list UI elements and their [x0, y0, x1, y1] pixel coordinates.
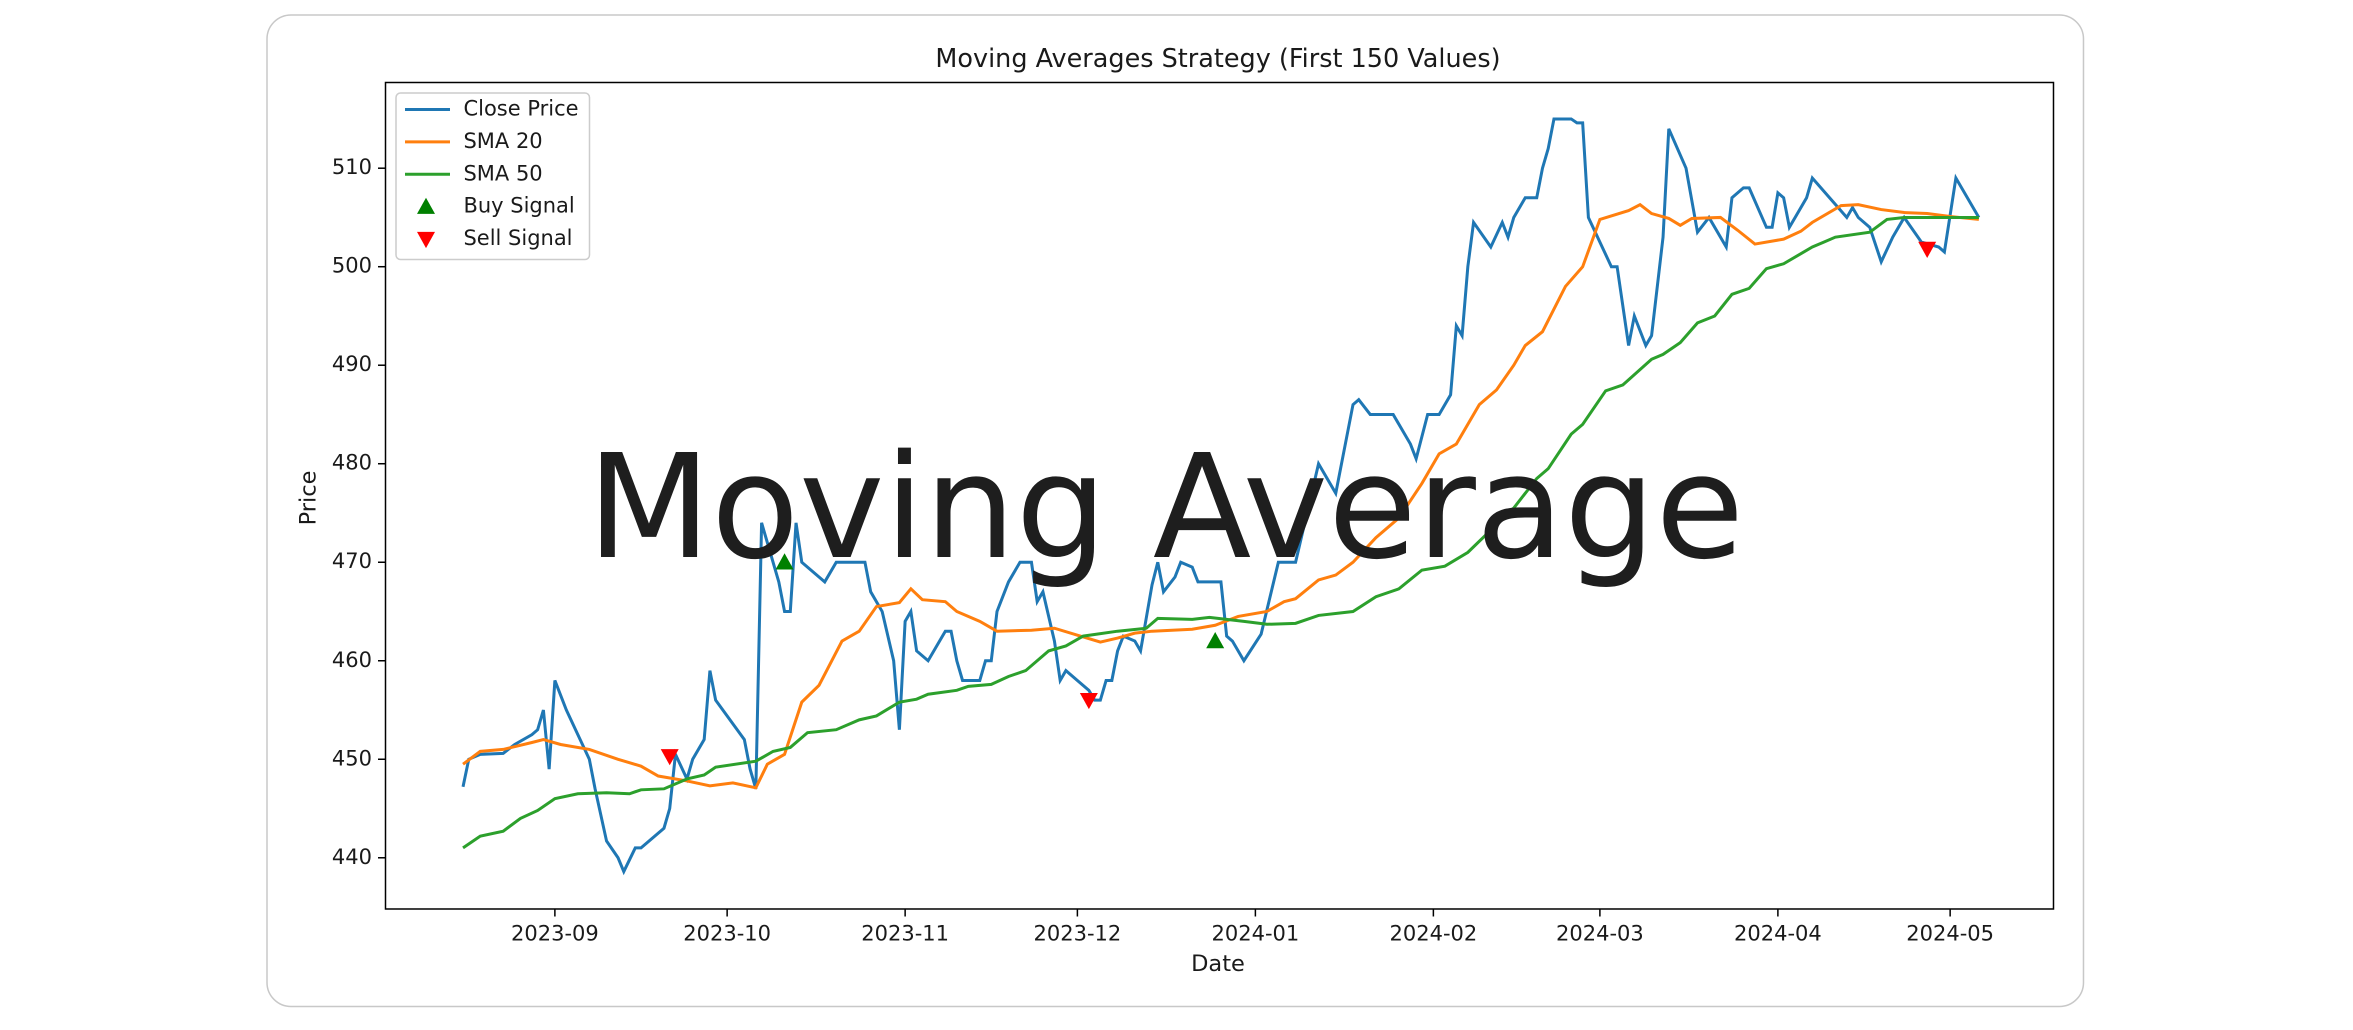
y-tick-label: 460: [332, 648, 372, 672]
y-tick-label: 490: [332, 352, 372, 376]
y-tick-label: 510: [332, 155, 372, 179]
x-tick-label: 2024-01: [1212, 921, 1300, 945]
signal-marker: [1079, 692, 1098, 710]
x-tick-label: 2023-11: [861, 921, 949, 945]
legend-label: Sell Signal: [464, 226, 573, 250]
x-tick-label: 2024-04: [1734, 921, 1822, 945]
x-tick-label: 2023-09: [511, 921, 599, 945]
y-tick-label: 440: [332, 845, 372, 869]
legend-box: [395, 92, 591, 261]
y-tick-label: 500: [332, 254, 372, 278]
y-tick-label: 450: [332, 746, 372, 770]
plot-area: [461, 117, 1981, 876]
y-axis-label: Price: [296, 471, 322, 526]
legend-label: SMA 20: [464, 129, 543, 153]
legend-swatch: [417, 231, 436, 249]
axes-frame: [384, 81, 2055, 910]
series-line: [462, 202, 1980, 790]
series-line: [461, 117, 1981, 876]
x-axis-label: Date: [1191, 951, 1245, 977]
signal-marker: [1206, 632, 1225, 649]
legend: Close Price SMA 20 SMA 50 Buy Signal Sell Si…: [395, 92, 591, 261]
series-line: [462, 215, 1979, 850]
signal-marker: [1918, 241, 1937, 258]
legend-label: Buy Signal: [464, 194, 575, 218]
chart-title: Moving Averages Strategy (First 150 Valu…: [935, 44, 1500, 74]
y-tick-label: 480: [332, 451, 372, 475]
signal-marker: [775, 553, 794, 570]
card: [266, 14, 2085, 1008]
legend-label: SMA 50: [464, 161, 543, 185]
watermark: Moving Average: [587, 423, 1744, 591]
legend-swatch: [417, 197, 436, 214]
x-tick-label: 2023-10: [683, 921, 771, 945]
x-tick-label: 2024-03: [1556, 921, 1644, 945]
x-tick-label: 2024-02: [1390, 921, 1478, 945]
x-tick-label: 2024-05: [1906, 921, 1994, 945]
legend-label: Close Price: [464, 96, 579, 120]
y-tick-label: 470: [332, 549, 372, 573]
x-tick-label: 2023-12: [1034, 921, 1122, 945]
signal-marker: [660, 749, 679, 766]
